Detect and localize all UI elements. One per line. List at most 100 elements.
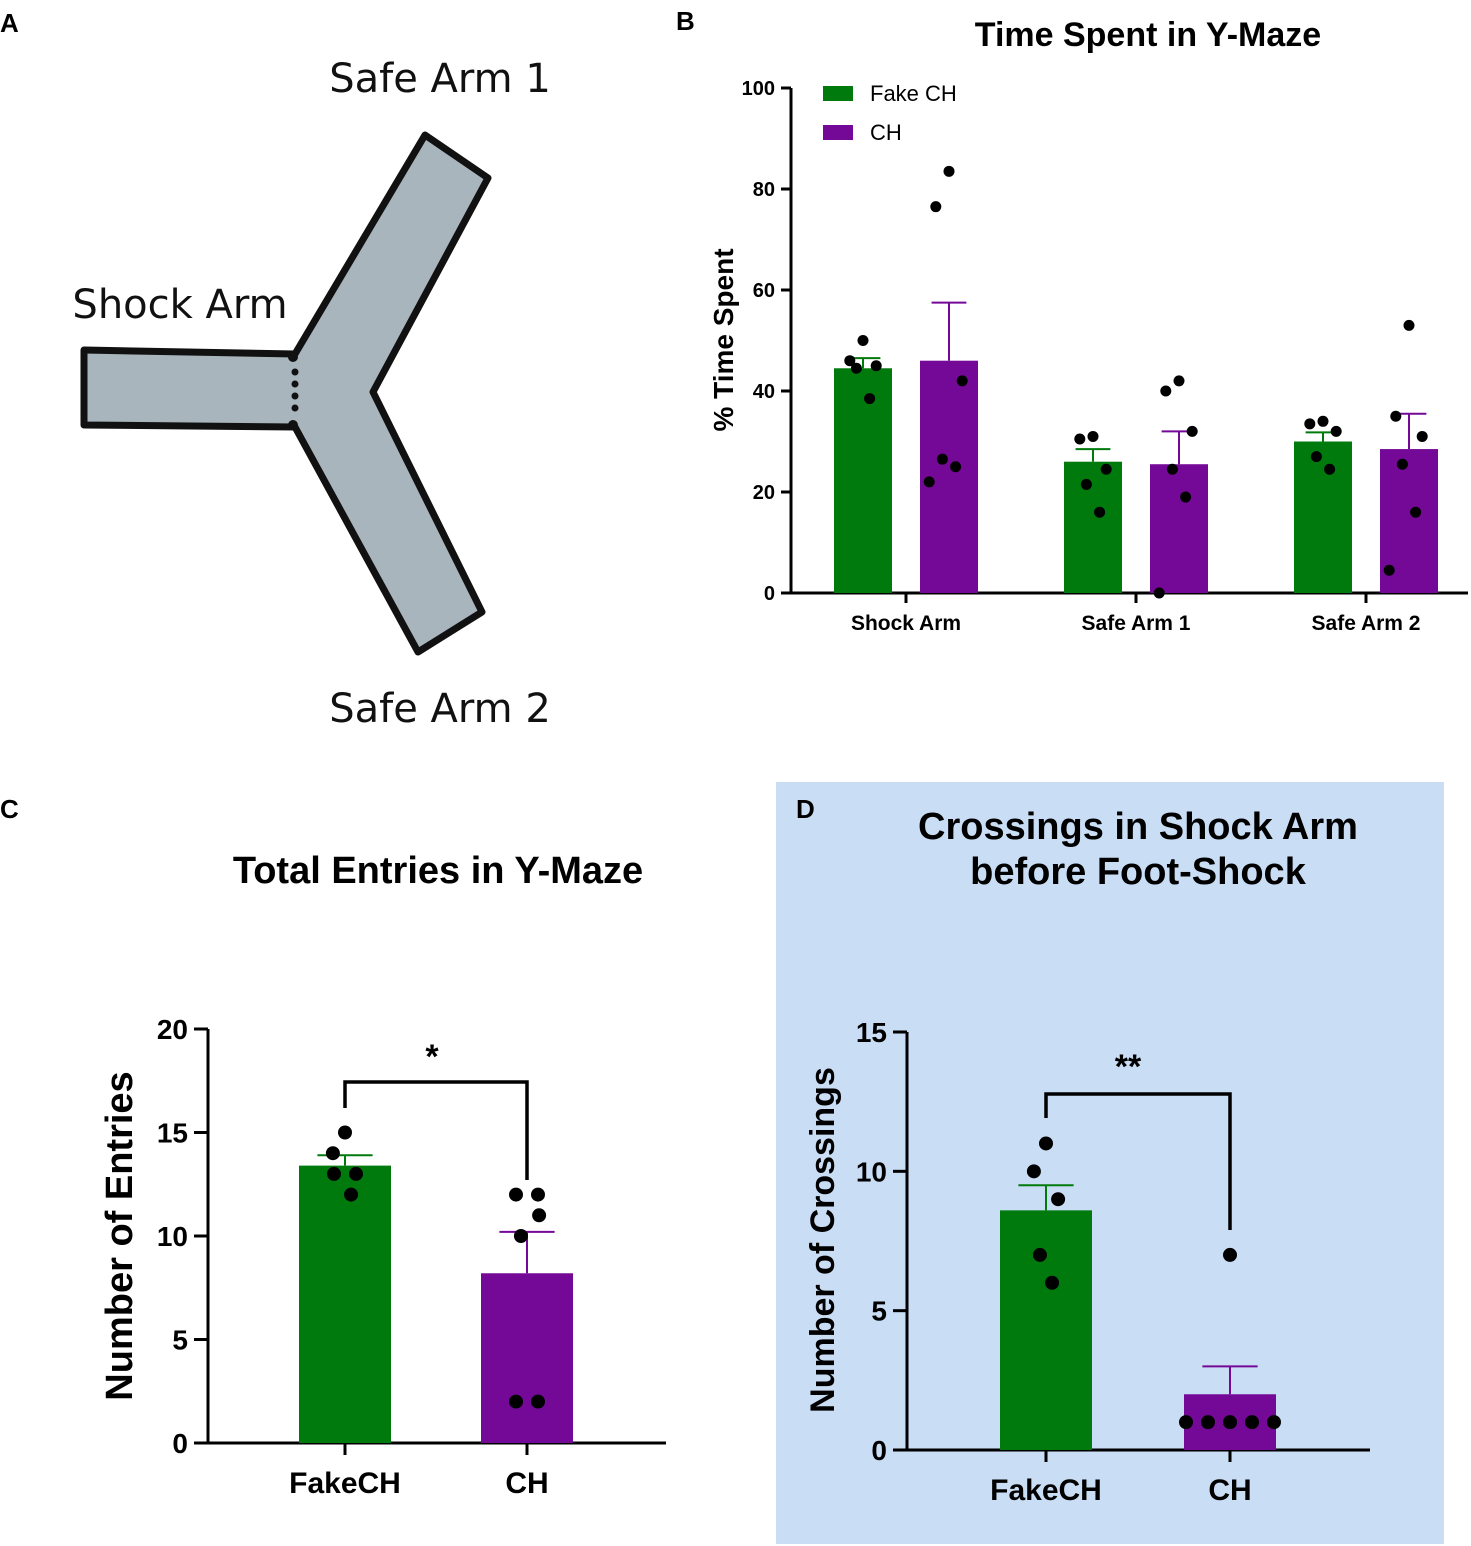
chart-c-title: Total Entries in Y-Maze <box>233 850 643 892</box>
data-point <box>513 1229 528 1243</box>
y-maze-diagram: Safe Arm 1 Shock Arm Safe Arm 2 <box>72 56 550 732</box>
chart-c-significance: * <box>425 1038 439 1076</box>
y-tick-label: 0 <box>764 583 775 605</box>
data-point <box>1153 587 1165 599</box>
gate-dot <box>288 352 298 362</box>
chart-b-legend: Fake CH CH <box>823 81 957 145</box>
data-point <box>950 461 962 473</box>
y-tick-label: 10 <box>856 1156 887 1187</box>
data-point <box>1223 1247 1237 1262</box>
data-point <box>509 1394 523 1409</box>
data-point <box>509 1187 523 1202</box>
data-point <box>1317 415 1329 427</box>
x-tick-label-shock-arm: Shock Arm <box>851 612 961 635</box>
data-point <box>1087 430 1099 442</box>
data-point <box>923 476 935 488</box>
y-maze-shape <box>80 131 492 656</box>
data-point <box>1179 1415 1193 1430</box>
data-point <box>1403 319 1415 331</box>
data-point <box>1051 1192 1066 1207</box>
x-tick-label-ch: CH <box>1208 1474 1251 1507</box>
bar <box>299 1165 391 1443</box>
panel-letter-b: B <box>676 6 695 36</box>
gate-dot <box>291 368 299 376</box>
gate-dot <box>291 392 299 400</box>
data-point <box>1026 1164 1041 1179</box>
y-tick-label: 5 <box>871 1296 887 1327</box>
data-point <box>936 453 948 465</box>
panel-letter-a: A <box>0 8 19 38</box>
bar <box>1000 1210 1092 1450</box>
chart-crossings: Crossings in Shock Arm before Foot-Shock… <box>804 806 1370 1507</box>
data-point <box>327 1166 341 1181</box>
y-tick-label: 80 <box>753 179 775 201</box>
data-point <box>1324 463 1336 475</box>
x-tick-label-fakech: FakeCH <box>289 1467 401 1500</box>
x-tick-label-safe-arm-2: Safe Arm 2 <box>1312 612 1421 635</box>
y-tick-label: 20 <box>753 482 775 504</box>
data-point <box>531 1394 545 1409</box>
data-point <box>1410 506 1422 518</box>
safe-arm-2-label: Safe Arm 2 <box>329 686 551 732</box>
data-point <box>1032 1247 1047 1262</box>
data-point <box>1186 425 1198 437</box>
data-point <box>844 355 856 367</box>
legend-label-ch: CH <box>870 120 902 145</box>
data-point <box>344 1187 359 1202</box>
y-tick-label: 0 <box>172 1428 188 1459</box>
data-point <box>930 201 942 213</box>
panel-letter-c: C <box>0 794 19 824</box>
panel-d-background <box>776 782 1444 1544</box>
chart-d-title-line-1: Crossings in Shock Arm <box>918 806 1358 848</box>
data-point <box>1396 458 1408 470</box>
data-point <box>1039 1136 1053 1151</box>
gate-dot <box>291 404 299 412</box>
data-point <box>1166 463 1178 475</box>
significance-bracket <box>343 1080 529 1180</box>
data-point <box>943 165 955 177</box>
significance-bracket <box>1044 1092 1232 1230</box>
x-tick-label-safe-arm-1: Safe Arm 1 <box>1082 612 1191 635</box>
data-point <box>325 1146 340 1161</box>
data-point <box>349 1166 363 1181</box>
shock-arm-gate-dots <box>288 352 299 430</box>
gate-dot <box>288 420 298 430</box>
data-point <box>1074 433 1086 445</box>
y-tick-label: 5 <box>172 1325 188 1356</box>
chart-d-y-axis-title: Number of Crossings <box>804 1067 842 1413</box>
gate-dot <box>291 380 299 388</box>
y-tick-label: 60 <box>753 280 775 302</box>
data-point <box>1310 451 1322 463</box>
data-point <box>1245 1415 1259 1430</box>
chart-total-entries: Total Entries in Y-Maze Number of Entrie… <box>99 850 666 1500</box>
chart-c-y-axis-title: Number of Entries <box>99 1071 141 1400</box>
bar <box>1064 461 1122 593</box>
chart-b-title: Time Spent in Y-Maze <box>975 16 1321 54</box>
y-tick-label: 40 <box>753 381 775 403</box>
chart-d-significance: ** <box>1115 1048 1142 1086</box>
data-point <box>1100 463 1112 475</box>
data-point <box>864 393 876 405</box>
data-point <box>1094 506 1106 518</box>
y-tick-label: 10 <box>157 1221 188 1252</box>
data-point <box>338 1125 352 1140</box>
y-tick-label: 0 <box>871 1435 887 1466</box>
data-point <box>1180 491 1192 503</box>
bar <box>834 368 892 593</box>
data-point <box>1223 1415 1237 1430</box>
data-point <box>850 362 862 374</box>
legend-swatch-ch <box>823 125 853 140</box>
data-point <box>1045 1275 1060 1290</box>
y-tick-label: 15 <box>157 1118 188 1149</box>
data-point <box>1416 430 1428 442</box>
data-point <box>1304 418 1316 430</box>
bar <box>1150 464 1208 593</box>
x-tick-label-fakech: FakeCH <box>990 1474 1102 1507</box>
chart-d-title-line-2: before Foot-Shock <box>970 851 1307 893</box>
data-point <box>1383 564 1395 576</box>
y-tick-label: 20 <box>157 1014 188 1045</box>
bar <box>481 1273 573 1443</box>
data-point <box>857 335 869 346</box>
data-point <box>1330 425 1342 437</box>
y-tick-label: 100 <box>742 78 775 100</box>
